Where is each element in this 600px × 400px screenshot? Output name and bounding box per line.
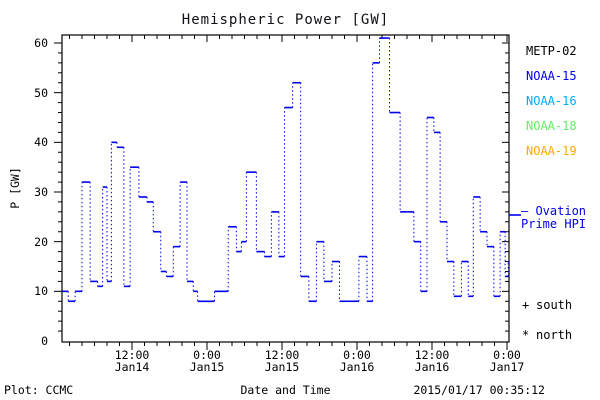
x-tick-label-Jan14-12:00: 12:00 Jan14: [100, 349, 164, 373]
y-tick-label-30: 30: [34, 184, 48, 199]
x-tick-time: 0:00: [493, 348, 521, 362]
x-tick-time: 0:00: [343, 348, 371, 362]
plot-credit: Plot: CCMC: [4, 383, 74, 397]
x-tick-time: 12:00: [114, 348, 150, 362]
y-tick-label-10: 10: [34, 284, 48, 299]
y-tick-label-60: 60: [34, 35, 48, 50]
legend-ovation-line2: Prime HPI: [521, 217, 587, 231]
x-tick-date: Jan17: [489, 360, 525, 374]
plot-timestamp: 2015/01/17 00:35:12: [413, 383, 545, 397]
legend-item-metp-02: METP-02: [526, 44, 577, 58]
legend-marker-north: * north: [522, 329, 572, 342]
x-tick-time: 12:00: [264, 348, 300, 362]
legend-item-noaa-18: NOAA-18: [526, 119, 577, 133]
legend-item-noaa-16: NOAA-16: [526, 94, 577, 108]
legend-marker-south: + south: [522, 299, 572, 312]
y-tick-label-40: 40: [34, 135, 48, 150]
x-tick-date: Jan14: [114, 360, 150, 374]
x-tick-date: Jan15: [264, 360, 300, 374]
legend-ovation-line1: — Ovation: [521, 204, 587, 218]
legend-ovation-label: — Ovation Prime HPI: [521, 205, 586, 231]
x-tick-label-Jan15-12:00: 12:00 Jan15: [250, 349, 314, 373]
x-tick-label-Jan16-0:00: 0:00 Jan16: [325, 349, 389, 373]
x-axis-title: Date and Time: [240, 383, 331, 397]
south-marker-symbol: +: [522, 298, 530, 312]
north-marker-symbol: *: [522, 328, 530, 342]
x-tick-date: Jan16: [339, 360, 375, 374]
north-marker-label: north: [536, 328, 573, 342]
legend-item-noaa-19: NOAA-19: [526, 144, 577, 158]
legend-item-noaa-15: NOAA-15: [526, 69, 577, 83]
plot-frame: [61, 34, 510, 343]
x-tick-label-Jan16-12:00: 12:00 Jan16: [400, 349, 464, 373]
y-tick-label-0: 0: [41, 334, 48, 348]
x-tick-label-Jan17-0:00: 0:00 Jan17: [475, 349, 539, 373]
chart-title: Hemispheric Power [GW]: [181, 12, 390, 28]
x-tick-time: 12:00: [414, 348, 450, 362]
x-tick-date: Jan16: [414, 360, 450, 374]
x-tick-time: 0:00: [193, 348, 221, 362]
y-tick-label-20: 20: [34, 234, 48, 249]
y-tick-label-50: 50: [34, 85, 48, 100]
x-tick-label-Jan15-0:00: 0:00 Jan15: [175, 349, 239, 373]
south-marker-label: south: [536, 298, 573, 312]
x-tick-date: Jan15: [189, 360, 225, 374]
